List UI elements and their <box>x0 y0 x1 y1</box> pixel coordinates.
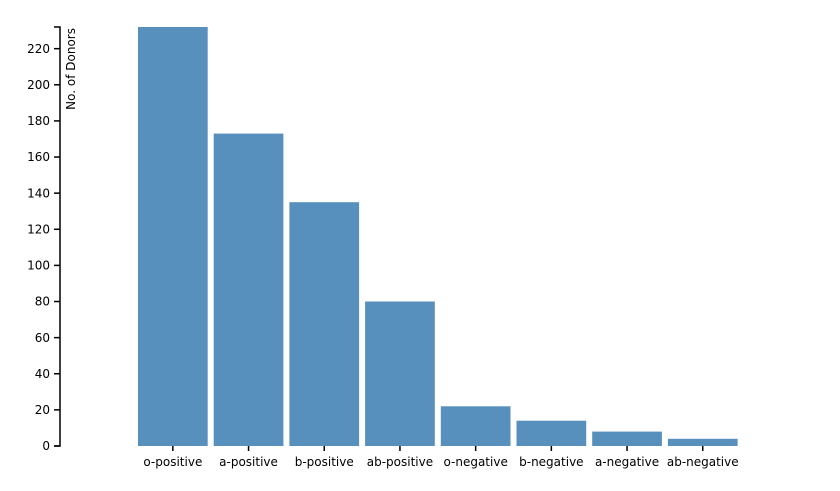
y-axis-title: No. of Donors <box>64 28 78 110</box>
x-tick-label-ab-negative: ab-negative <box>667 455 739 469</box>
y-tick-label: 20 <box>35 403 50 417</box>
bar-a-negative <box>592 431 662 446</box>
y-axis: 0 20 40 60 80 100 120 140 160 180 200 220 <box>27 26 61 453</box>
y-tick-label: 200 <box>27 78 50 92</box>
y-axis-line <box>54 26 61 447</box>
bar-o-positive <box>138 27 208 446</box>
bar-ab-positive <box>365 301 435 446</box>
y-tick-label: 40 <box>35 367 50 381</box>
bars-group <box>138 27 738 446</box>
bar-b-negative <box>516 420 587 446</box>
x-tick-label-o-positive: o-positive <box>143 455 202 469</box>
y-tick-label: 160 <box>27 150 50 164</box>
y-tick-label: 220 <box>27 42 50 56</box>
x-tick-label-b-positive: b-positive <box>295 455 354 469</box>
y-tick-label: 80 <box>35 295 50 309</box>
y-tick-label: 60 <box>35 331 50 345</box>
x-tick-label-ab-positive: ab-positive <box>367 455 433 469</box>
x-tick-label-a-positive: a-positive <box>219 455 278 469</box>
x-tick-label-a-negative: a-negative <box>595 455 659 469</box>
bar-b-positive <box>289 202 360 446</box>
bar-ab-negative <box>667 438 738 446</box>
x-tick-label-o-negative: o-negative <box>443 455 507 469</box>
y-tick-label: 100 <box>27 259 50 273</box>
y-tick-label: 140 <box>27 186 50 200</box>
bar-a-positive <box>213 133 284 446</box>
bar-o-negative <box>440 406 511 446</box>
y-tick-label: 180 <box>27 114 50 128</box>
y-tick-label: 0 <box>42 439 50 453</box>
y-tick-label: 120 <box>27 222 50 236</box>
x-axis: o-positive a-positive b-positive ab-positiv… <box>143 446 739 469</box>
x-tick-label-b-negative: b-negative <box>519 455 583 469</box>
